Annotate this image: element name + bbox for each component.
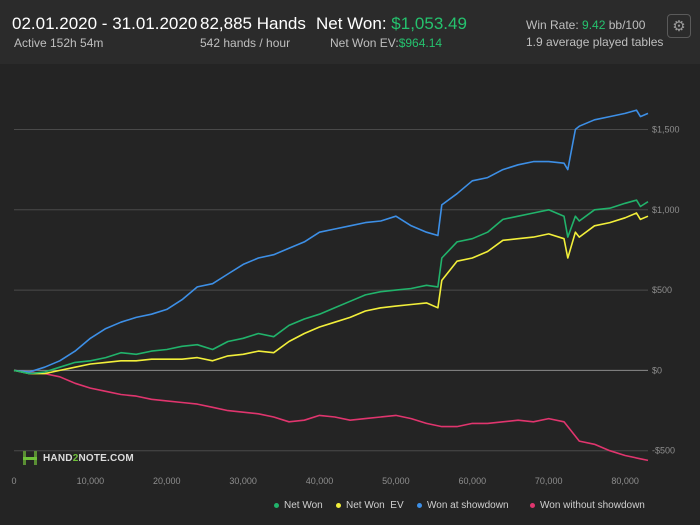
series-line-won-without-showdown[interactable]: [13, 369, 649, 462]
hands-per-hour: 542 hands / hour: [200, 36, 291, 50]
net-won-label: Net Won:: [316, 14, 387, 33]
y-tick-label: $1,500: [652, 124, 680, 134]
legend-label-net-won: Net Won: [284, 500, 323, 511]
legend-dot-won-without-showdown: [530, 503, 535, 508]
average-tables: 1.9 average played tables: [526, 35, 664, 49]
win-rate-label: Win Rate:: [526, 18, 579, 32]
x-tick-label: 20,000: [153, 476, 181, 486]
x-tick-label: 40,000: [306, 476, 334, 486]
legend-item-won-at-showdown[interactable]: Won at showdown: [417, 500, 509, 511]
legend: Net Won Net Won EV Won at showdown Won w…: [0, 500, 700, 518]
series-line-net-won[interactable]: [13, 199, 649, 375]
net-won-ev-label: Net Won EV:: [330, 36, 399, 50]
win-rate-value: 9.42: [582, 18, 606, 32]
net-won-value: $1,053.49: [391, 14, 467, 33]
legend-label-won-without-showdown: Won without showdown: [540, 500, 645, 511]
x-tick-label: 50,000: [382, 476, 410, 486]
y-tick-label: -$500: [652, 446, 675, 456]
win-rate-unit: bb/100: [608, 18, 646, 32]
legend-item-net-won-ev[interactable]: Net Won EV: [336, 500, 404, 511]
header: 02.01.2020 - 31.01.2020 Active 152h 54m …: [0, 0, 700, 64]
net-won: Net Won: $1,053.49: [316, 14, 467, 34]
gear-icon[interactable]: ⚙: [667, 14, 691, 38]
x-tick-label: 60,000: [459, 476, 487, 486]
legend-dot-net-won-ev: [336, 503, 341, 508]
net-won-ev-value: $964.14: [398, 36, 443, 50]
win-rate: Win Rate: 9.42 bb/100: [526, 18, 645, 32]
y-tick-label: $0: [652, 365, 662, 375]
hand2note-logo-text: HAND2NOTE.COM: [43, 452, 134, 464]
y-tick-label: $1,000: [652, 205, 680, 215]
legend-dot-net-won: [274, 503, 279, 508]
x-tick-label: 80,000: [611, 476, 639, 486]
hand2note-logo-mark: [22, 449, 38, 467]
y-axis-labels: -$500 $0 $500 $1,000 $1,500: [652, 124, 680, 455]
legend-item-net-won[interactable]: Net Won: [274, 500, 323, 511]
x-tick-label: 30,000: [229, 476, 257, 486]
series-line-net-won-ev[interactable]: [13, 212, 649, 375]
hand2note-logo: HAND2NOTE.COM: [22, 449, 134, 467]
active-time: Active 152h 54m: [14, 36, 104, 50]
legend-item-won-without-showdown[interactable]: Won without showdown: [530, 500, 645, 511]
x-axis-labels: 0 10,000 20,000 30,000 40,000 50,000 60,000 70,…: [11, 476, 638, 486]
legend-label-won-at-showdown: Won at showdown: [427, 500, 509, 511]
series-lines: [13, 109, 649, 462]
y-tick-label: $500: [652, 285, 672, 295]
legend-dot-won-at-showdown: [417, 503, 422, 508]
date-range[interactable]: 02.01.2020 - 31.01.2020: [12, 14, 198, 33]
grid: [14, 128, 648, 452]
hands-count: 82,885 Hands: [200, 14, 306, 33]
series-line-won-at-showdown[interactable]: [13, 109, 649, 373]
chart-area: [0, 64, 700, 525]
legend-label-net-won-ev: Net Won EV: [346, 500, 404, 511]
net-won-ev: Net Won EV:$964.14: [330, 36, 442, 50]
x-tick-label: 70,000: [535, 476, 563, 486]
x-tick-label: 10,000: [77, 476, 105, 486]
x-tick-label: 0: [11, 476, 16, 486]
